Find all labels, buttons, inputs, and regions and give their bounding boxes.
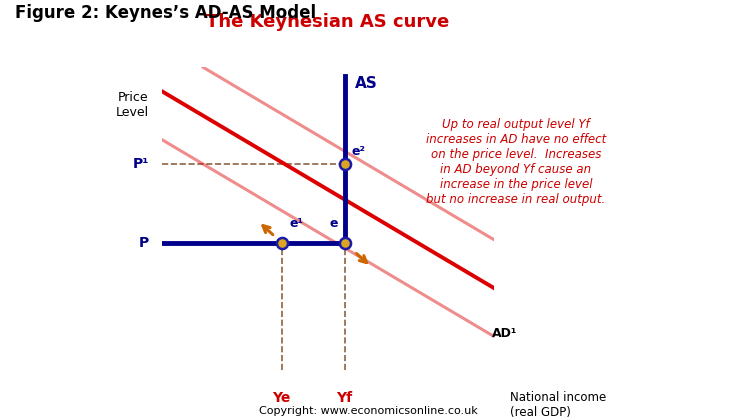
Text: e: e: [329, 218, 338, 231]
Text: e¹: e¹: [290, 218, 304, 231]
Text: P: P: [139, 236, 149, 249]
Text: The Keynesian AS curve: The Keynesian AS curve: [206, 13, 450, 31]
Text: Copyright: www.economicsonline.co.uk: Copyright: www.economicsonline.co.uk: [259, 406, 478, 416]
Text: Price
Level: Price Level: [116, 92, 149, 119]
Text: Ye: Ye: [273, 391, 290, 405]
Text: Up to real output level Yf
increases in AD have no effect
on the price level.  I: Up to real output level Yf increases in …: [426, 118, 606, 206]
Text: National income
(real GDP): National income (real GDP): [510, 391, 607, 419]
Text: Yf: Yf: [337, 391, 352, 405]
Text: Figure 2: Keynes’s AD-AS Model: Figure 2: Keynes’s AD-AS Model: [15, 4, 316, 22]
Text: AS: AS: [354, 76, 377, 91]
Text: AD¹: AD¹: [492, 327, 517, 340]
Text: e²: e²: [352, 145, 365, 158]
Text: P¹: P¹: [133, 157, 149, 171]
